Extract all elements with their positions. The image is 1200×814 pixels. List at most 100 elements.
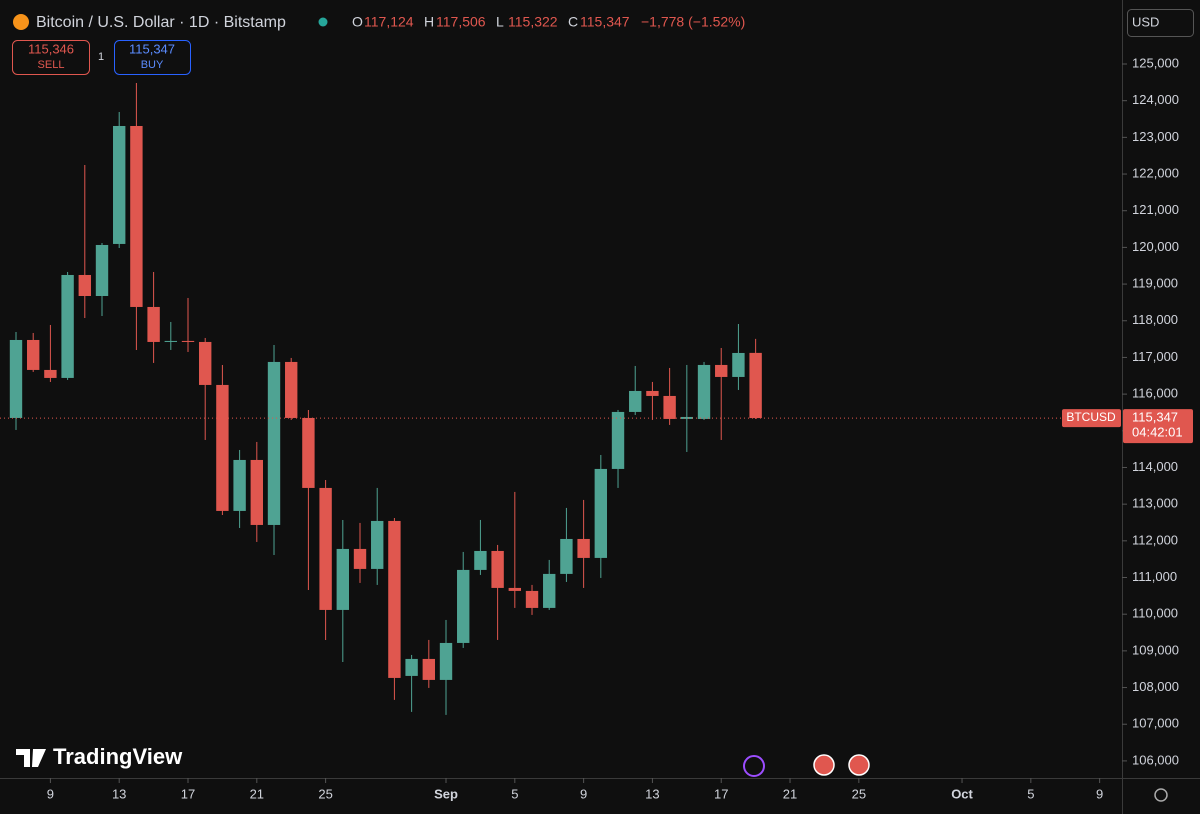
candle-body (749, 352, 762, 419)
y-tick-label: 113,000 (1132, 496, 1178, 511)
last-price-label: 115,347 (1132, 410, 1178, 425)
chart-title: Bitcoin / U.S. Dollar · 1D · Bitstamp (36, 14, 286, 31)
x-tick-label: 9 (47, 786, 54, 801)
y-tick-label: 107,000 (1132, 716, 1179, 731)
currency: USD (1132, 14, 1159, 29)
sell-price: 115,346 (28, 41, 74, 56)
legend-value: 115,347 (580, 14, 630, 30)
x-tick-label: 13 (112, 786, 126, 801)
legend-value: 117,124 (364, 14, 414, 30)
candle-body (422, 658, 436, 680)
y-tick-label: 118,000 (1132, 312, 1178, 327)
sell-label: SELL (38, 59, 65, 71)
candle-body (491, 550, 504, 588)
candle-body (353, 548, 367, 569)
ohlc-legend: O 117,124 H 117,506 L 115,322 C 115,347 (352, 14, 630, 30)
symbol-tag (1062, 409, 1121, 428)
y-tick-label: 117,000 (1132, 349, 1178, 364)
candle-body (267, 361, 281, 525)
candle-body (216, 384, 229, 511)
y-tick-label: 108,000 (1132, 679, 1179, 694)
candle-body (164, 340, 177, 342)
candle-body (474, 550, 487, 570)
event-icon[interactable] (813, 754, 835, 776)
x-tick-label: Oct (951, 786, 973, 801)
currency-button[interactable] (1127, 9, 1194, 37)
symbol: BTCUSD (1066, 410, 1116, 424)
candle-body (405, 658, 418, 676)
y-tick-label: 124,000 (1132, 92, 1179, 107)
settings-icon[interactable] (1154, 788, 1168, 802)
brand-logo (16, 749, 46, 767)
x-tick-label: 5 (511, 786, 518, 801)
legend-key: L (496, 14, 504, 30)
candle-body (457, 569, 470, 643)
candle-body (697, 364, 711, 419)
candle-body (181, 340, 195, 342)
plot-area (0, 83, 1122, 715)
status-dot (318, 17, 328, 27)
candle-body (250, 459, 263, 525)
candle-body (732, 352, 745, 377)
candle-body (199, 341, 212, 385)
y-tick-label: 114,000 (1132, 459, 1178, 474)
candle-body (233, 459, 246, 511)
legend-value: 117,506 (436, 14, 486, 30)
y-tick-label: 106,000 (1132, 752, 1179, 767)
candle-body (336, 548, 350, 610)
buy-price: 115,347 (129, 41, 175, 56)
y-tick-label: 122,000 (1132, 165, 1179, 180)
candle-body (371, 520, 384, 569)
y-tick-label: 121,000 (1132, 202, 1179, 217)
candle-body (560, 538, 573, 574)
candle-body (646, 390, 659, 396)
candle-body (319, 487, 332, 610)
y-tick-label: 111,000 (1132, 569, 1177, 584)
y-tick-label: 123,000 (1132, 129, 1179, 144)
candle-body (27, 339, 40, 370)
x-tick-label: Sep (434, 786, 458, 801)
countdown: 04:42:01 (1132, 425, 1183, 440)
candle-body (61, 274, 74, 378)
y-tick-label: 109,000 (1132, 642, 1179, 657)
legend-value: 115,322 (508, 14, 558, 30)
candle-body (130, 125, 143, 307)
x-tick-label: 9 (1096, 786, 1103, 801)
x-tick-label: 5 (1027, 786, 1034, 801)
candle-body (525, 590, 539, 608)
x-tick-label: 9 (580, 786, 587, 801)
candle-body (388, 520, 401, 678)
change: −1,778 (−1.52%) (641, 14, 745, 30)
legend-key: H (424, 14, 434, 30)
event-icon[interactable] (848, 754, 870, 776)
y-tick-label: 125,000 (1132, 55, 1179, 70)
candle-body (78, 274, 91, 297)
candle-body (611, 411, 625, 469)
x-tick-label: 21 (250, 786, 264, 801)
brand-icon (16, 749, 46, 767)
candle-body (285, 361, 298, 418)
candle-body (95, 244, 109, 297)
legend-key: C (568, 14, 578, 30)
candle-body (577, 538, 590, 558)
y-tick-label: 110,000 (1132, 606, 1178, 621)
y-tick-label: 112,000 (1132, 532, 1178, 547)
candle-body (508, 587, 522, 591)
sell-button[interactable] (12, 40, 90, 75)
candle-body (113, 125, 126, 244)
event-icon[interactable] (743, 755, 765, 777)
candle-body (302, 417, 315, 488)
x-tick-label: 17 (181, 786, 195, 801)
candle-body (680, 416, 694, 419)
candle-body (9, 339, 23, 418)
y-tick-label: 119,000 (1132, 276, 1178, 291)
candle-body (543, 573, 556, 608)
y-tick-label: 116,000 (1132, 386, 1178, 401)
quantity: 1 (98, 51, 104, 63)
buy-button[interactable] (114, 40, 191, 75)
candle-body (715, 364, 728, 377)
x-tick-label: 17 (714, 786, 728, 801)
buy-label: BUY (141, 59, 164, 71)
